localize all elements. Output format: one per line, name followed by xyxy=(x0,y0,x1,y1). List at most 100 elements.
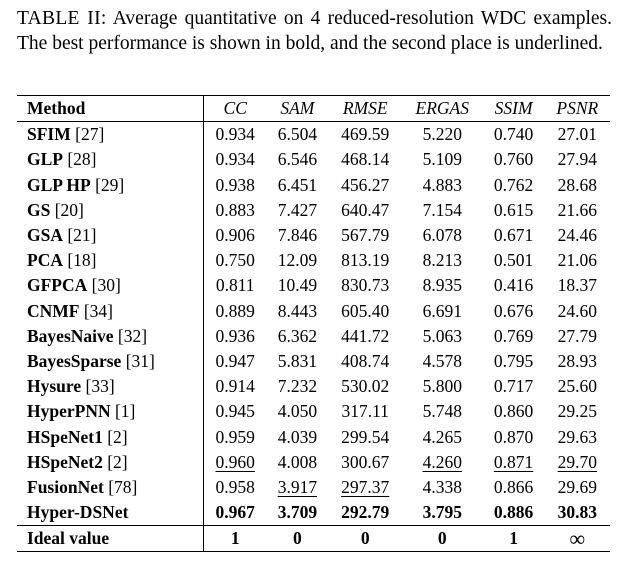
cell-sam: 4.039 xyxy=(277,426,318,447)
cell-ssim: 0.760 xyxy=(493,149,534,170)
method-cell: Hysure [33] xyxy=(17,374,205,400)
cell-sam: 6.546 xyxy=(277,149,318,170)
cell-rmse: 456.27 xyxy=(341,174,390,195)
method-cell: GS [20] xyxy=(17,197,205,223)
table-row: HSpeNet1 [2] 0.959 4.039 299.54 4.265 0.870 29… xyxy=(17,424,610,450)
cell-psnr: 27.94 xyxy=(557,149,597,170)
cell-ergas: 3.795 xyxy=(422,502,462,523)
cell-ssim: 0.795 xyxy=(493,350,534,371)
cell-cc: 0.967 xyxy=(215,502,255,523)
method-name: HyperPNN xyxy=(27,401,111,422)
method-cell: HSpeNet1 [2] xyxy=(17,424,205,450)
cell-ssim: 0.416 xyxy=(493,275,534,296)
cell-psnr: 24.46 xyxy=(557,225,597,246)
method-name: Hysure xyxy=(27,376,82,397)
cell-ergas: 8.213 xyxy=(422,250,462,271)
cell-ssim: 0.501 xyxy=(493,250,534,271)
cell-cc: 0.906 xyxy=(215,225,255,246)
header-method: Method xyxy=(17,95,205,122)
cell-cc: 0.960 xyxy=(215,451,255,472)
cell-psnr: 27.79 xyxy=(557,325,597,346)
cell-rmse: 830.73 xyxy=(341,275,390,296)
header-sam: SAM xyxy=(280,98,315,119)
cell-ergas: 7.154 xyxy=(422,199,462,220)
method-name: BayesSparse xyxy=(27,350,122,371)
caption-label: TABLE II: xyxy=(17,8,107,29)
cell-rmse: 468.14 xyxy=(341,149,390,170)
cell-ssim: 0.871 xyxy=(493,451,534,472)
cell-ergas: 5.220 xyxy=(401,121,483,148)
ideal-psnr: ∞ xyxy=(544,525,610,553)
cell-sam: 7.232 xyxy=(277,376,318,397)
cell-rmse: 640.47 xyxy=(341,199,390,220)
cell-rmse: 300.67 xyxy=(341,451,390,472)
cell-sam: 7.846 xyxy=(277,225,318,246)
cell-rmse: 605.40 xyxy=(341,300,390,321)
method-name: Hyper-DSNet xyxy=(27,502,129,523)
cell-ergas: 5.109 xyxy=(422,149,462,170)
cell-ergas: 5.063 xyxy=(422,325,462,346)
method-name: BayesNaive xyxy=(27,325,114,346)
method-ref: [29] xyxy=(95,174,125,195)
table-row: PCA [18] 0.750 12.09 813.19 8.213 0.501 21.06 xyxy=(17,248,610,274)
method-cell: FusionNet [78] xyxy=(17,474,205,500)
cell-rmse: 408.74 xyxy=(341,350,390,371)
cell-rmse: 292.79 xyxy=(341,502,390,523)
cell-sam: 3.917 xyxy=(277,476,318,497)
cell-psnr: 29.69 xyxy=(557,476,597,497)
table-row: BayesSparse [31] 0.947 5.831 408.74 4.578 0.7… xyxy=(17,348,610,375)
ideal-ssim: 1 xyxy=(482,525,545,553)
method-name: PCA xyxy=(27,250,63,271)
table-row: GS [20] 0.883 7.427 640.47 7.154 0.615 21.66 xyxy=(17,197,610,223)
cell-cc: 0.958 xyxy=(215,476,255,497)
cell-ergas: 6.078 xyxy=(422,225,462,246)
ideal-value-row: Ideal value 1 0 0 0 1 ∞ xyxy=(17,525,610,553)
cell-ergas: 5.748 xyxy=(422,401,462,422)
cell-psnr: 27.01 xyxy=(544,121,610,148)
method-cell: BayesSparse [31] xyxy=(17,348,205,375)
cell-cc: 0.934 xyxy=(215,149,255,170)
method-name: SFIM xyxy=(27,124,71,145)
cell-cc: 0.811 xyxy=(215,275,255,296)
method-ref: [32] xyxy=(117,325,148,346)
header-rmse: RMSE xyxy=(342,98,388,119)
cell-sam: 4.008 xyxy=(277,451,318,472)
header-psnr: PSNR xyxy=(556,98,599,119)
cell-psnr: 29.63 xyxy=(557,426,597,447)
cell-ssim: 0.676 xyxy=(493,300,534,321)
method-ref: [2] xyxy=(107,426,128,447)
cell-ssim: 0.860 xyxy=(493,401,534,422)
method-name: GLP HP xyxy=(27,174,91,195)
ideal-label: Ideal value xyxy=(17,525,205,553)
method-ref: [34] xyxy=(83,300,114,321)
cell-ergas: 4.265 xyxy=(422,426,462,447)
table-caption: TABLE II: Average quantitative on 4 redu… xyxy=(17,6,612,56)
cell-psnr: 25.60 xyxy=(557,376,597,397)
table-row: CNMF [34] 0.889 8.443 605.40 6.691 0.676 24.60 xyxy=(17,298,610,324)
method-cell: PCA [18] xyxy=(17,248,205,274)
cell-ssim: 0.886 xyxy=(493,502,534,523)
method-ref: [1] xyxy=(114,401,136,422)
table-row: SFIM [27] 0.934 6.504 469.59 5.220 0.740 27.01 xyxy=(17,121,610,148)
cell-psnr: 28.93 xyxy=(557,350,597,371)
method-ref: [78] xyxy=(108,476,138,497)
method-cell: CNMF [34] xyxy=(17,298,205,324)
method-ref: [21] xyxy=(67,225,97,246)
method-cell: GFPCA [30] xyxy=(17,273,205,299)
table-row: HyperPNN [1] 0.945 4.050 317.11 5.748 0.860 29… xyxy=(17,399,610,425)
cell-sam: 7.427 xyxy=(277,199,318,220)
method-ref: [18] xyxy=(67,250,97,271)
cell-psnr: 21.06 xyxy=(557,250,597,271)
cell-psnr: 21.66 xyxy=(557,199,597,220)
cell-ssim: 0.769 xyxy=(493,325,534,346)
cell-sam: 10.49 xyxy=(277,275,318,296)
method-name: GFPCA xyxy=(27,275,88,296)
caption-text: Average quantitative on 4 reduced-resolu… xyxy=(17,8,612,54)
cell-cc: 0.883 xyxy=(215,199,255,220)
table-row: GLP HP [29] 0.938 6.451 456.27 4.883 0.762 28.… xyxy=(17,172,610,198)
ideal-rmse: 0 xyxy=(328,525,402,553)
cell-sam: 3.709 xyxy=(277,502,318,523)
cell-ergas: 4.883 xyxy=(422,174,462,195)
cell-ergas: 5.800 xyxy=(422,376,462,397)
cell-ssim: 0.866 xyxy=(493,476,534,497)
